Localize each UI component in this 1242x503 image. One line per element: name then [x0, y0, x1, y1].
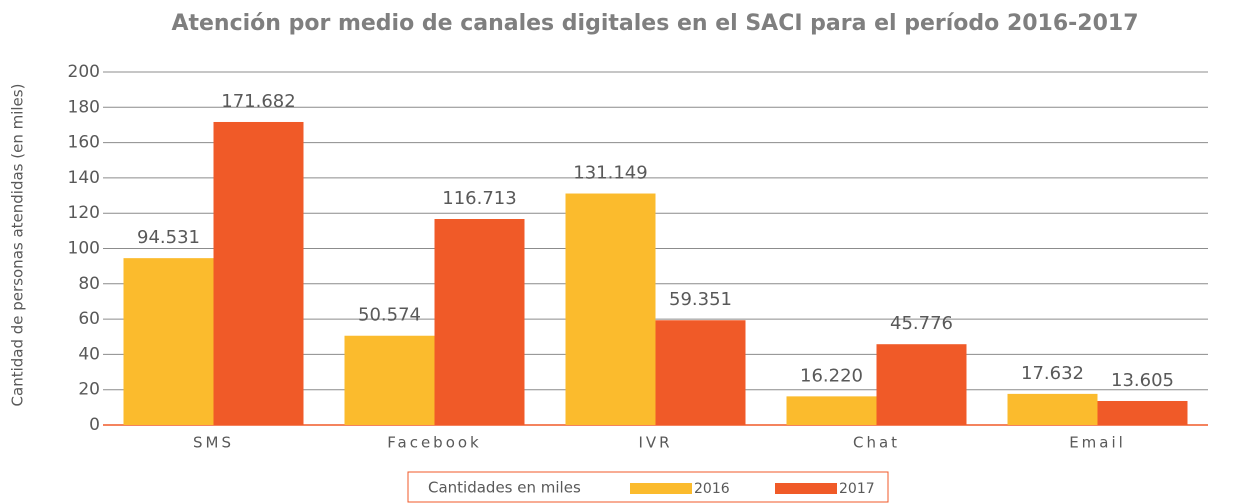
y-tick-label: 80	[78, 274, 100, 294]
bar	[1097, 400, 1188, 425]
bar	[344, 335, 435, 425]
value-label: 131.149	[573, 163, 647, 184]
legend-label: 2016	[694, 481, 730, 497]
y-tick-label: 20	[78, 380, 100, 400]
y-tick-label: 160	[68, 133, 100, 153]
value-label: 116.713	[442, 188, 516, 209]
y-axis-label: Cantidad de personas atendidas (en miles…	[9, 84, 27, 407]
legend-swatch	[775, 483, 837, 494]
x-tick-label: Facebook	[387, 434, 481, 452]
y-tick-label: 100	[68, 239, 100, 259]
bar	[786, 396, 877, 425]
value-label: 13.605	[1111, 370, 1174, 391]
y-tick-label: 40	[78, 344, 100, 364]
legend-swatch	[630, 483, 692, 494]
bar	[655, 320, 746, 425]
y-tick-label: 140	[68, 168, 100, 188]
legend-title: Cantidades en miles	[428, 479, 581, 497]
y-tick-label: 200	[68, 62, 100, 82]
x-tick-label: SMS	[193, 434, 234, 452]
x-tick-label: IVR	[638, 434, 672, 452]
bar	[1007, 393, 1098, 425]
bar	[213, 121, 304, 426]
bar	[123, 258, 214, 425]
value-label: 45.776	[890, 313, 953, 334]
y-tick-label: 60	[78, 309, 100, 329]
bar	[565, 193, 656, 425]
value-label: 94.531	[137, 227, 200, 248]
y-tick-label: 0	[89, 415, 100, 435]
x-tick-label: Chat	[853, 434, 900, 452]
value-label: 50.574	[358, 305, 421, 326]
bar	[876, 344, 967, 425]
y-tick-label: 180	[68, 97, 100, 117]
legend-label: 2017	[839, 481, 875, 497]
value-label: 59.351	[669, 289, 732, 310]
chart-title: Atención por medio de canales digitales …	[171, 11, 1138, 36]
bar	[434, 219, 525, 425]
x-tick-label: Email	[1069, 434, 1126, 452]
value-label: 171.682	[221, 91, 295, 112]
value-label: 17.632	[1021, 363, 1084, 384]
value-label: 16.220	[800, 365, 863, 386]
y-tick-label: 120	[68, 203, 100, 223]
